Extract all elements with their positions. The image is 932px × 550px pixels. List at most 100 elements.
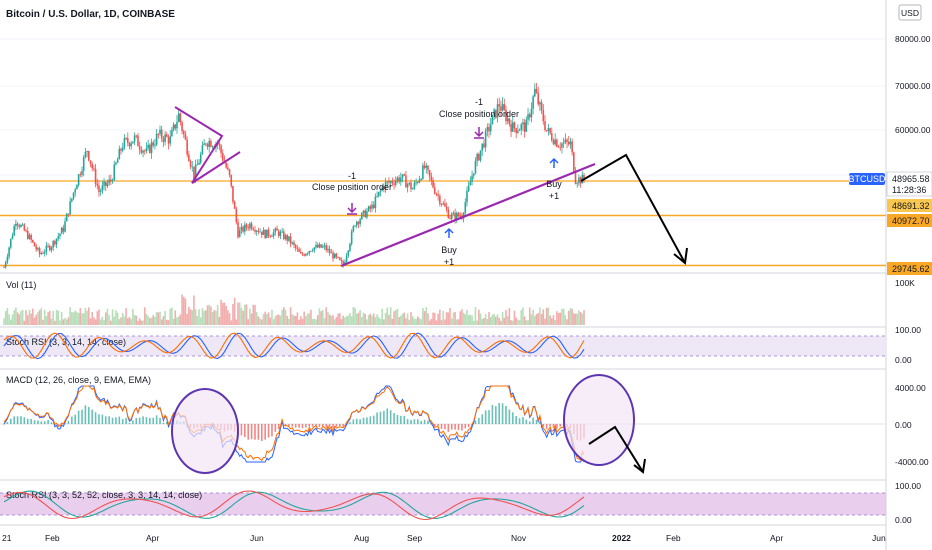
candle-body	[369, 206, 372, 209]
volume-bar	[140, 320, 143, 325]
volume-bar	[26, 315, 29, 325]
projection-arrowhead-macd	[633, 458, 646, 474]
volume-bar	[413, 318, 416, 325]
macd-histogram-bar	[145, 417, 148, 424]
candle-body	[367, 206, 370, 212]
candle-body	[106, 183, 109, 186]
candle-body	[220, 145, 222, 154]
candle-body	[116, 159, 119, 163]
volume-bar	[369, 313, 372, 325]
volume-bar	[149, 318, 151, 325]
candle-body	[337, 256, 339, 258]
currency-button[interactable]: USD	[898, 4, 922, 21]
candle-body	[527, 114, 529, 120]
candle-body	[274, 228, 277, 232]
candle-body	[525, 119, 528, 132]
volume-bar	[362, 312, 365, 325]
candle-body	[498, 104, 501, 107]
macd-histogram-bar	[40, 421, 43, 424]
stoch2-k-line	[3, 490, 585, 519]
volume-bar	[110, 320, 112, 325]
volume-bar	[355, 313, 358, 325]
volume-bar	[15, 307, 17, 325]
volume-bar	[569, 308, 572, 325]
macd-histogram-bar	[464, 424, 467, 429]
candle-body	[467, 185, 470, 191]
candle-body	[4, 262, 7, 268]
volume-bar	[221, 302, 224, 325]
volume-bar	[479, 313, 482, 325]
time-axis: 21 Feb Apr Jun Aug Sep Nov 2022 Feb Apr …	[2, 533, 886, 543]
candle-body	[186, 139, 188, 155]
candle-body	[306, 253, 309, 255]
macd-histogram-bar	[383, 410, 385, 424]
candle-body	[137, 135, 139, 147]
candle-body	[30, 235, 32, 240]
volume-bar	[283, 307, 285, 325]
volume-bar	[101, 316, 104, 325]
candle-body	[400, 177, 402, 182]
candle-body	[486, 127, 489, 131]
candle-body	[303, 254, 305, 256]
macd-histogram-bar	[16, 416, 19, 424]
candle-body	[259, 231, 261, 233]
volume-bar	[245, 304, 248, 325]
candle-body	[517, 130, 519, 133]
candle-body	[471, 175, 473, 182]
time-tick: Sep	[407, 533, 422, 543]
candle-body	[415, 182, 417, 183]
volume-bar	[116, 312, 119, 325]
macd-histogram-bar	[294, 424, 297, 428]
macd-histogram-bar	[271, 424, 273, 437]
candle-body	[566, 139, 568, 142]
volume-bar	[254, 304, 256, 325]
candle-body	[47, 245, 49, 247]
sell-arrow-icon	[347, 203, 357, 215]
volume-bar	[478, 309, 480, 325]
macd-histogram-bar	[37, 420, 39, 424]
volume-bar	[120, 317, 122, 325]
candle-body	[255, 230, 258, 232]
volume-bar	[152, 315, 155, 325]
macd-histogram-bar	[447, 424, 450, 432]
volume-bar	[89, 318, 92, 325]
candle-body	[579, 177, 582, 184]
volume-bar	[276, 314, 278, 325]
volume-bar	[3, 318, 5, 325]
macd-histogram-bar	[474, 420, 477, 424]
candle-body	[335, 253, 338, 257]
volume-bar	[433, 312, 436, 325]
volume-bar	[440, 320, 443, 325]
candle-body	[260, 231, 263, 235]
candle-body	[169, 136, 171, 144]
volume-bar	[564, 315, 567, 325]
volume-bar	[554, 320, 556, 325]
candle-body	[235, 208, 238, 223]
volume-bar	[561, 308, 563, 325]
candle-body	[81, 170, 83, 175]
drawings	[174, 106, 688, 268]
volume-bar	[327, 311, 329, 325]
candle-body	[528, 114, 531, 118]
volume-bar	[493, 313, 495, 325]
candle-body	[325, 245, 328, 251]
candle-body	[279, 232, 282, 237]
macd-histogram-bar	[437, 424, 439, 427]
volume-bar	[225, 306, 227, 325]
volume-bar	[249, 308, 251, 325]
volume-bar	[6, 308, 9, 325]
volume-bar	[188, 306, 190, 325]
macd-histogram-bar	[247, 424, 250, 440]
macd-histogram-bar	[152, 417, 155, 424]
candle-body	[425, 165, 428, 168]
volume-bar	[489, 317, 492, 325]
candle-body	[440, 203, 443, 205]
volume-bar	[250, 313, 253, 325]
candle-body	[82, 157, 85, 171]
volume-bar	[391, 318, 394, 325]
volume-bar	[299, 316, 302, 325]
volume-bar	[566, 319, 568, 325]
candle-body	[445, 206, 448, 210]
